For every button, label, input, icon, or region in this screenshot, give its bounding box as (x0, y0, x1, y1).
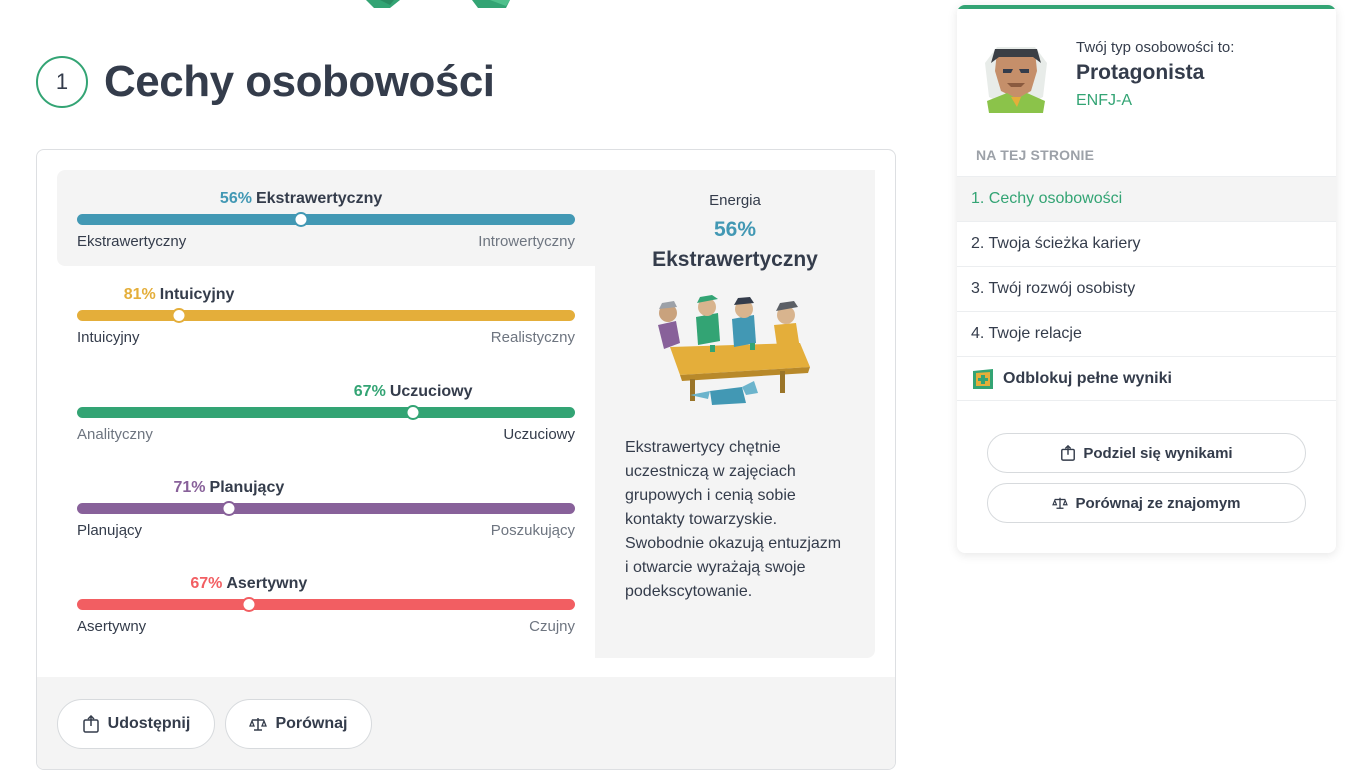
trait-slider-knob (293, 212, 309, 227)
trait-left-label: Analityczny (77, 426, 153, 443)
trait-right-label: Czujny (529, 618, 575, 635)
trait-bar (77, 310, 575, 321)
trait-nature[interactable]: 67% Uczuciowy Analityczny Uczuciowy (77, 383, 575, 463)
trait-percent: 56% (219, 190, 252, 207)
trait-left-label: Intuicyjny (77, 329, 140, 346)
detail-description: Ekstrawertycy chętnie uczestniczą w zaję… (625, 439, 842, 600)
nav-item-unlock-results[interactable]: Odblokuj pełne wyniki (957, 356, 1336, 401)
trait-heading: 81% Intuicyjny (124, 286, 235, 306)
trait-name: Asertywny (226, 575, 308, 592)
trait-identity[interactable]: 67% Asertywny Asertywny Czujny (77, 575, 575, 655)
traits-card: 56% Ekstrawertyczny Ekstrawertyczny Introwe… (36, 149, 896, 770)
trait-heading: 67% Asertywny (190, 575, 307, 595)
trait-name: Uczuciowy (389, 383, 473, 400)
share-results-button[interactable]: Podziel się wynikami (987, 433, 1306, 473)
trait-heading: 71% Planujący (174, 479, 285, 499)
trait-bar (77, 599, 575, 610)
card-footer: Udostępnij Porównaj (37, 677, 895, 769)
trait-detail-panel (595, 170, 875, 658)
nav-item-label: 3. Twój rozwój osobisty (971, 280, 1136, 297)
trait-left-label: Ekstrawertyczny (77, 233, 187, 250)
trait-percent: 81% (123, 286, 156, 303)
traits-panel: 56% Ekstrawertyczny Ekstrawertyczny Introwe… (57, 170, 877, 658)
nav-item-label: 2. Twoja ścieżka kariery (971, 235, 1141, 252)
detail-category: Energia (709, 192, 761, 209)
trait-name: Ekstrawertyczny (255, 190, 383, 207)
trait-energy[interactable]: 56% Ekstrawertyczny Ekstrawertyczny Introwe… (77, 190, 575, 270)
trait-heading: 67% Uczuciowy (354, 383, 473, 403)
section-number: 1 (36, 56, 88, 108)
trait-right-label: Uczuciowy (503, 426, 575, 443)
group-party-illustration (658, 295, 810, 405)
on-page-heading: NA TEJ STRONIE (976, 147, 1095, 163)
share-button[interactable]: Udostępnij (57, 699, 215, 749)
trait-right-label: Introwertyczny (478, 233, 575, 250)
trait-percent: 67% (190, 575, 223, 592)
trait-slider-knob (221, 501, 237, 516)
trait-slider-knob (405, 405, 421, 420)
trait-slider-knob (241, 597, 257, 612)
sidebar-accent-bar (957, 5, 1336, 9)
nav-item-label: 1. Cechy osobowości (971, 190, 1123, 207)
trait-percent: 67% (353, 383, 386, 400)
compare-friends-label: Porównaj ze znajomym (1075, 494, 1241, 512)
type-caption: Twój typ osobowości to: (1076, 39, 1235, 56)
nav-item-career-path[interactable]: 2. Twoja ścieżka kariery (957, 221, 1336, 266)
nav-item-personality-traits[interactable]: 1. Cechy osobowości (957, 176, 1336, 221)
scale-icon (1052, 497, 1069, 509)
protagonist-avatar (985, 47, 1047, 113)
type-code: ENFJ-A (1076, 92, 1132, 109)
trait-name: Intuicyjny (159, 286, 235, 303)
trait-left-label: Asertywny (77, 618, 147, 635)
section-title: Cechy osobowości (104, 57, 495, 106)
personality-sidebar: Twój typ osobowości to: Protagonista ENF… (957, 5, 1336, 553)
trait-mind[interactable]: 81% Intuicyjny Intuicyjny Realistyczny (77, 286, 575, 366)
unlock-icon (973, 368, 993, 389)
trait-percent: 71% (173, 479, 206, 496)
section-header: 1 Cechy osobowości (36, 56, 495, 108)
share-icon (82, 715, 99, 733)
nav-item-relationships[interactable]: 4. Twoje relacje (957, 311, 1336, 356)
nav-item-personal-growth[interactable]: 3. Twój rozwój osobisty (957, 266, 1336, 311)
compare-button-label: Porównaj (275, 715, 348, 732)
compare-with-friend-button[interactable]: Porównaj ze znajomym (987, 483, 1306, 523)
trait-bar (77, 503, 575, 514)
trait-name: Planujący (209, 479, 285, 496)
share-icon (1061, 445, 1076, 461)
trait-bar (77, 214, 575, 225)
type-name: Protagonista (1076, 61, 1205, 84)
scale-icon (249, 718, 268, 731)
nav-item-label: 4. Twoje relacje (971, 325, 1082, 342)
detail-percent: 56% (713, 218, 757, 241)
trait-tactics[interactable]: 71% Planujący Planujący Poszukujący (77, 479, 575, 559)
compare-button[interactable]: Porównaj (225, 699, 372, 749)
trait-right-label: Realistyczny (490, 329, 575, 346)
illustration-fragment (366, 0, 510, 8)
detail-trait-name: Ekstrawertyczny (652, 248, 818, 271)
page-navigation: 1. Cechy osobowości 2. Twoja ścieżka kar… (957, 176, 1336, 401)
trait-left-label: Planujący (77, 522, 143, 539)
trait-heading: 56% Ekstrawertyczny (220, 190, 382, 210)
share-button-label: Udostępnij (107, 715, 191, 732)
trait-slider-knob (171, 308, 187, 323)
nav-item-label: Odblokuj pełne wyniki (1003, 369, 1172, 387)
share-results-label: Podziel się wynikami (1083, 444, 1233, 462)
trait-right-label: Poszukujący (490, 522, 575, 539)
trait-bar (77, 407, 575, 418)
